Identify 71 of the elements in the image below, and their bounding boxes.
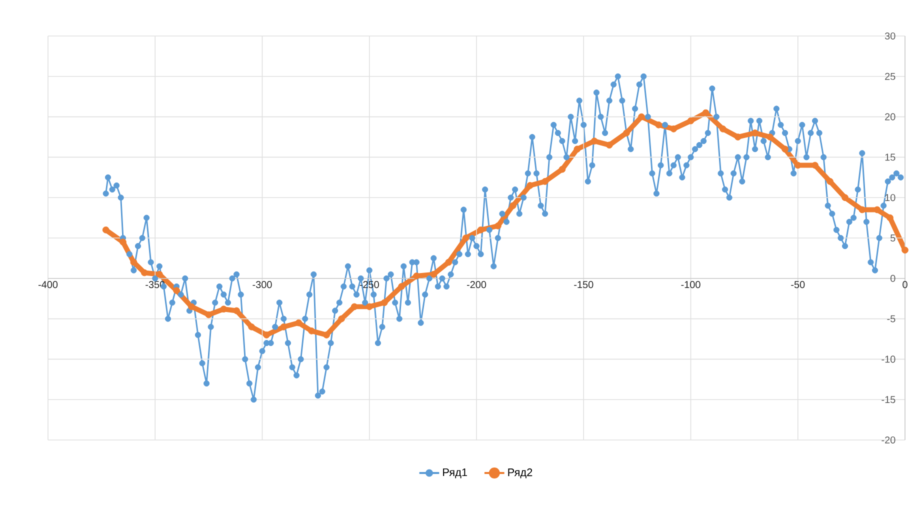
point bbox=[248, 323, 255, 330]
point bbox=[842, 194, 848, 202]
point bbox=[794, 162, 802, 169]
point bbox=[102, 226, 110, 234]
point bbox=[826, 178, 834, 185]
y-tick-label: 10 bbox=[885, 194, 896, 202]
point bbox=[509, 202, 516, 210]
point bbox=[323, 332, 330, 338]
point bbox=[655, 121, 662, 128]
point bbox=[140, 269, 148, 276]
point bbox=[380, 299, 388, 306]
y-tick-label: -5 bbox=[887, 315, 896, 322]
point bbox=[886, 214, 894, 222]
y-tick-label: -20 bbox=[882, 436, 896, 444]
y-tick-label: 30 bbox=[884, 32, 896, 40]
point bbox=[477, 226, 484, 234]
point bbox=[233, 307, 240, 314]
x-tick-label: 0 bbox=[902, 281, 908, 288]
y-tick-label: 0 bbox=[890, 274, 896, 282]
point bbox=[902, 246, 908, 254]
y-tick-label: -15 bbox=[882, 396, 896, 404]
point bbox=[398, 283, 405, 290]
point bbox=[670, 125, 678, 132]
point bbox=[295, 319, 302, 326]
point bbox=[812, 162, 818, 169]
point bbox=[574, 146, 581, 153]
x-tick-label: -300 bbox=[252, 281, 272, 288]
point bbox=[752, 130, 758, 136]
point bbox=[188, 303, 195, 310]
legend-label: Ряд1 bbox=[443, 468, 468, 478]
x-tick-label: -50 bbox=[791, 281, 805, 288]
point bbox=[173, 287, 180, 294]
point bbox=[205, 311, 212, 318]
y-tick-label: 20 bbox=[885, 113, 896, 120]
point bbox=[413, 272, 420, 280]
point bbox=[558, 166, 566, 173]
point bbox=[638, 113, 645, 120]
point bbox=[719, 125, 726, 132]
point bbox=[782, 146, 788, 153]
point bbox=[590, 138, 598, 144]
point bbox=[687, 117, 694, 124]
x-tick-label: -150 bbox=[574, 281, 594, 288]
y-tick-label: 25 bbox=[885, 72, 896, 80]
point bbox=[220, 306, 228, 313]
point bbox=[350, 303, 358, 310]
y-tick-label: -10 bbox=[882, 356, 896, 363]
point bbox=[280, 323, 288, 330]
point bbox=[702, 109, 710, 116]
point bbox=[606, 142, 613, 149]
point bbox=[526, 182, 534, 189]
point bbox=[494, 222, 502, 230]
point bbox=[430, 270, 438, 278]
legend-label: Ряд2 bbox=[508, 468, 532, 478]
point bbox=[542, 178, 549, 185]
point bbox=[766, 134, 774, 140]
point bbox=[308, 327, 315, 334]
point bbox=[462, 234, 470, 242]
point bbox=[263, 332, 270, 338]
x-tick-label: -200 bbox=[466, 281, 486, 288]
point bbox=[874, 206, 881, 214]
point bbox=[445, 258, 452, 266]
point bbox=[734, 134, 742, 140]
point bbox=[366, 303, 373, 310]
x-tick-label: -400 bbox=[38, 281, 58, 288]
y-tick-label: 5 bbox=[890, 234, 896, 242]
x-tick-label: -100 bbox=[681, 281, 700, 288]
point bbox=[156, 270, 163, 278]
point bbox=[130, 258, 138, 266]
y-tick-label: 15 bbox=[885, 154, 896, 161]
point bbox=[338, 315, 345, 322]
point bbox=[120, 238, 126, 246]
